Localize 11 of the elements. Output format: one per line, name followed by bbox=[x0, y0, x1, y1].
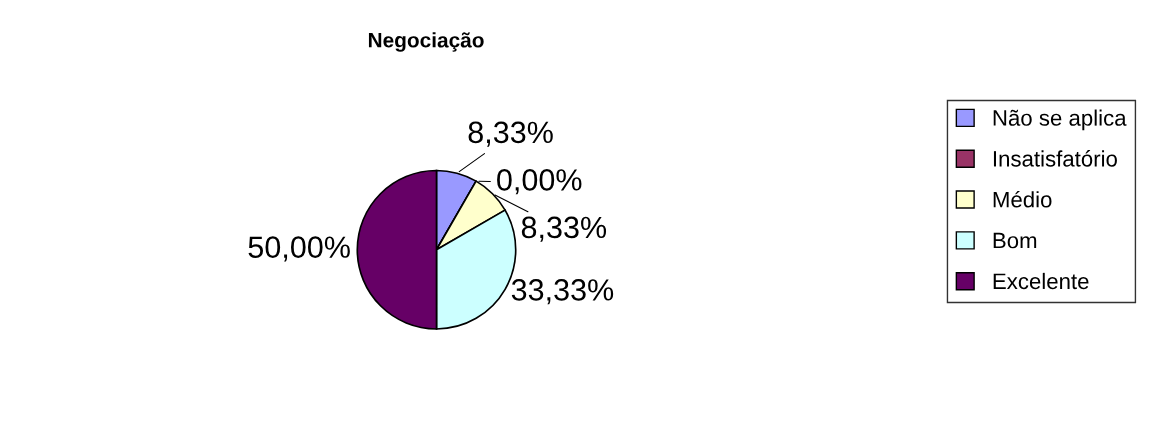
legend-label: Excelente bbox=[993, 272, 1089, 290]
chart-title: Negociação bbox=[368, 32, 484, 52]
data-label: 50,00% bbox=[248, 236, 350, 262]
legend-label: Médio bbox=[993, 190, 1052, 208]
data-label: 8,33% bbox=[521, 216, 607, 242]
data-label: 8,33% bbox=[468, 121, 553, 147]
legend-label: Não se aplica bbox=[993, 109, 1127, 131]
data-label: 33,33% bbox=[511, 279, 614, 305]
legend-label: Bom bbox=[993, 232, 1037, 249]
legend-label: Insatisfatório bbox=[993, 150, 1117, 167]
text: 0,00% bbox=[497, 169, 582, 195]
